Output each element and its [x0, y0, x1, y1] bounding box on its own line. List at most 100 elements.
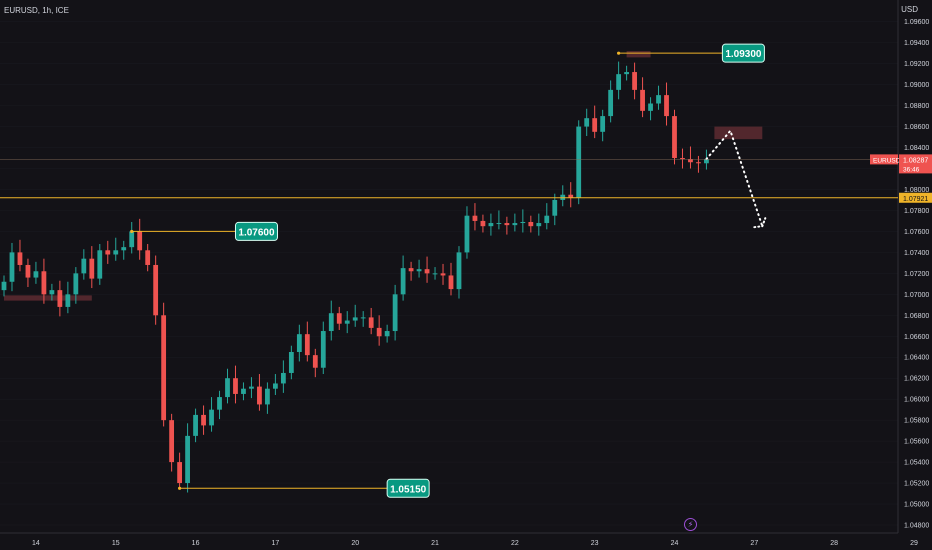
- candle: [41, 271, 47, 295]
- price-tick-label: 1.07200: [904, 271, 929, 278]
- projection-path: [705, 128, 767, 229]
- candle: [424, 269, 430, 274]
- time-tick-label: 27: [750, 540, 758, 547]
- candle: [456, 252, 462, 290]
- candle: [592, 118, 598, 132]
- candle: [360, 317, 366, 319]
- candle: [584, 118, 590, 127]
- candle: [257, 386, 262, 405]
- level-tag: [899, 192, 932, 203]
- price-axis-bg: [898, 0, 932, 550]
- candle: [201, 414, 206, 426]
- candle: [25, 264, 31, 278]
- price-tick-label: 1.09200: [904, 61, 929, 68]
- time-tick-label: 24: [671, 540, 679, 547]
- price-tick-label: 1.06400: [904, 355, 929, 362]
- price-tick-label: 1.07600: [904, 229, 929, 236]
- candle: [480, 220, 486, 227]
- price-tick-label: 1.05800: [904, 418, 929, 425]
- lightning-icon[interactable]: ⚡: [684, 518, 697, 531]
- candle: [400, 268, 406, 295]
- zone-box: [4, 295, 92, 301]
- candle: [376, 327, 382, 337]
- candle: [352, 317, 358, 321]
- candle: [408, 268, 414, 272]
- price-tick-label: 1.04800: [904, 523, 929, 530]
- candle: [249, 386, 254, 389]
- candle: [137, 231, 143, 251]
- candle: [472, 215, 478, 221]
- candle: [17, 252, 23, 265]
- projection-arrowhead: [753, 217, 767, 229]
- price-tick-label: 1.08800: [904, 103, 929, 110]
- candle: [113, 250, 119, 255]
- candle: [73, 273, 79, 295]
- candle: [704, 159, 709, 164]
- symbol-title[interactable]: EURUSD, 1h, ICE: [4, 6, 69, 15]
- price-tick-label: 1.08000: [904, 187, 929, 194]
- ticker-symbol-label: EURUSD: [873, 157, 901, 164]
- candle: [368, 317, 374, 328]
- time-tick-label: 16: [192, 540, 200, 547]
- time-tick-label: 20: [351, 540, 359, 547]
- candle: [272, 383, 278, 389]
- callouts: 1.07600 1.05150 1.09300: [130, 43, 765, 498]
- candle: [504, 223, 510, 226]
- price-tick-label: 1.05000: [904, 502, 929, 509]
- candle: [193, 414, 198, 436]
- price-tick-label: 1.08600: [904, 124, 929, 131]
- ticker-symbol-tag: [870, 154, 898, 165]
- level-tag-label: 1.07921: [903, 196, 928, 203]
- candle: [520, 221, 526, 224]
- ticker-price-tag: [899, 154, 932, 174]
- price-tick-label: 1.09400: [904, 40, 929, 47]
- candle: [185, 435, 190, 484]
- callout-box: [386, 478, 430, 498]
- ticker-countdown-label: 36:46: [903, 166, 920, 173]
- candle: [416, 269, 422, 272]
- candle: [544, 215, 550, 224]
- callout-label: 1.05150: [390, 484, 427, 495]
- callout-box: [234, 221, 278, 241]
- price-tick-label: 1.06000: [904, 397, 929, 404]
- price-tick-label: 1.05400: [904, 460, 929, 467]
- candle: [600, 116, 606, 132]
- candle: [640, 89, 645, 111]
- grid-lines: [0, 21, 898, 526]
- candle: [105, 250, 111, 255]
- candle: [1, 281, 7, 291]
- candle: [608, 89, 614, 117]
- candle: [89, 258, 95, 279]
- candle: [296, 334, 302, 352]
- price-tick-label: 1.06800: [904, 313, 929, 320]
- candle: [280, 372, 286, 384]
- candle: [121, 247, 127, 251]
- zone-box: [626, 51, 651, 58]
- ticker-price-label: 1.08287: [903, 157, 928, 164]
- time-tick-label: 17: [271, 540, 279, 547]
- candles: [1, 61, 709, 493]
- price-tick-label: 1.05600: [904, 439, 929, 446]
- time-tick-label: 15: [112, 540, 120, 547]
- candle: [632, 72, 637, 90]
- candle: [448, 275, 454, 290]
- callout-label: 1.09300: [725, 49, 762, 60]
- projection-line: [705, 128, 764, 228]
- candle: [344, 320, 350, 324]
- time-tick-label: 28: [830, 540, 838, 547]
- candle: [432, 273, 438, 275]
- callout-dot: [617, 51, 621, 55]
- callout-dot: [130, 229, 134, 234]
- price-tick-label: 1.09000: [904, 82, 929, 89]
- candle: [552, 199, 558, 216]
- candle: [696, 162, 701, 164]
- callout-dot: [178, 486, 182, 490]
- candle: [145, 250, 151, 265]
- candle: [57, 290, 63, 307]
- candle: [312, 355, 318, 368]
- candle: [233, 378, 238, 394]
- candle: [49, 290, 55, 295]
- candle: [536, 223, 542, 227]
